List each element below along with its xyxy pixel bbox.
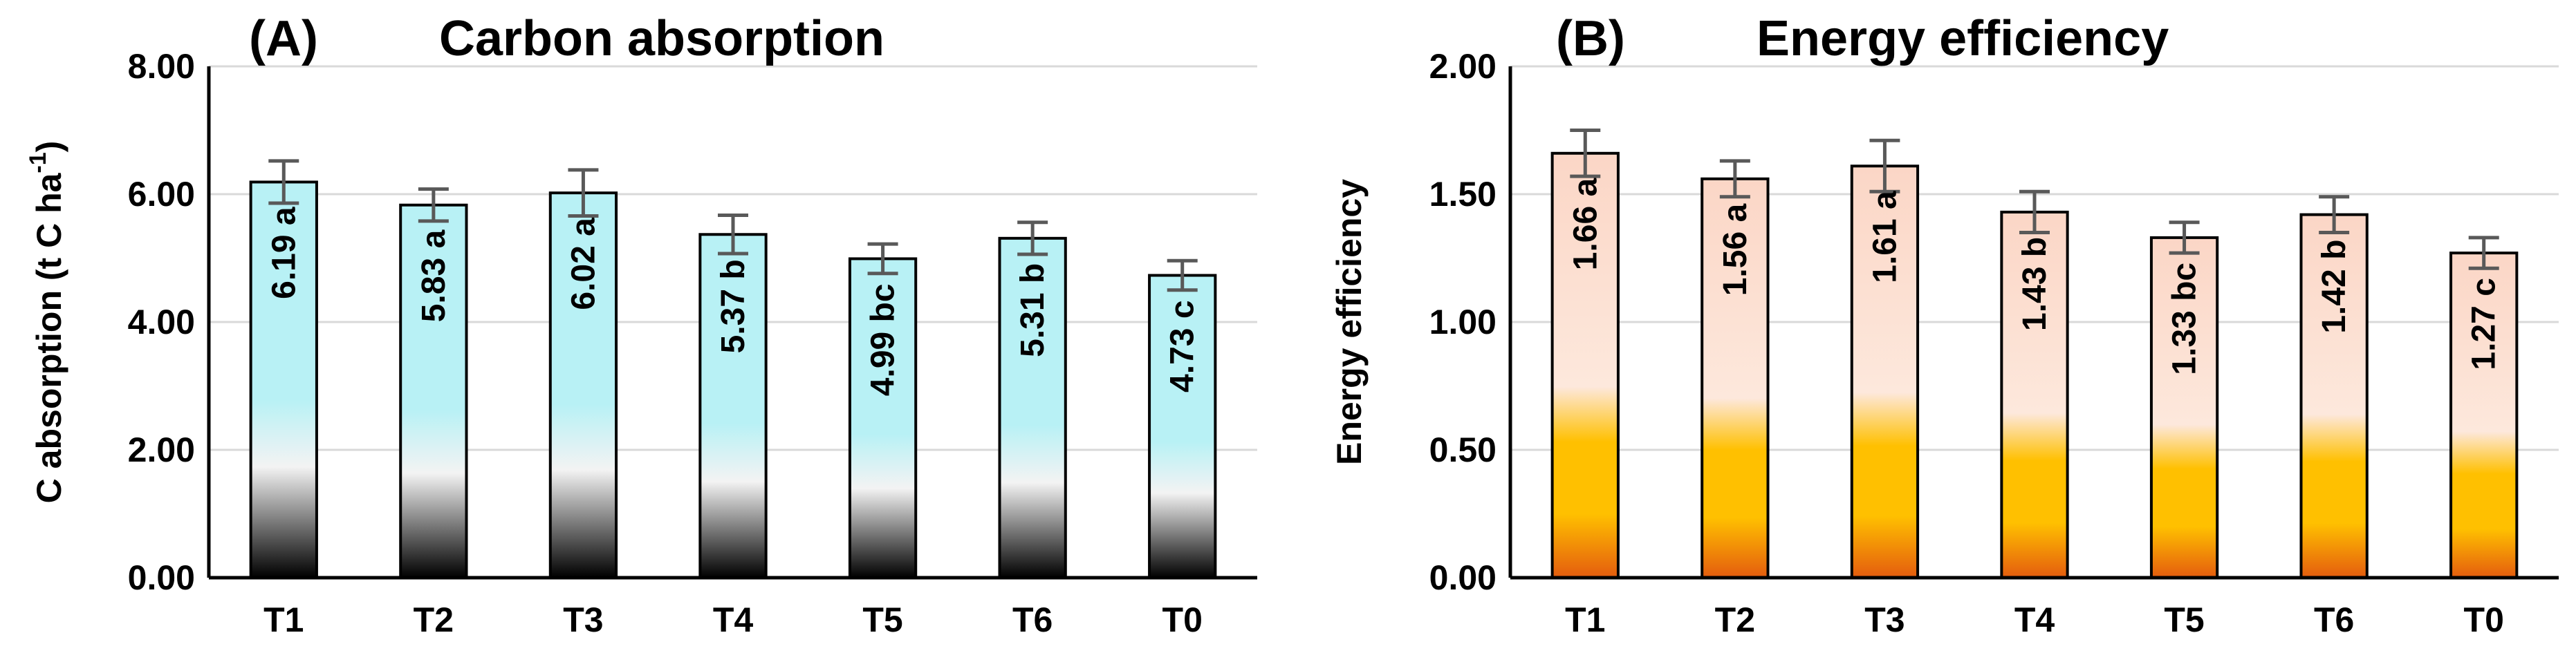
bar-labels-a: 6.19 a 5.83 a 6.02 a 5.37 b 4.99 bc 5.31 b 4.7…	[266, 207, 1201, 396]
x-tick-labels-b: T1 T2 T3 T4 T5 T6 T0	[1565, 600, 2504, 639]
x-tick-label-b-t4: T4	[2014, 600, 2055, 639]
x-tick-label-a-t3: T3	[563, 600, 603, 639]
error-bar-a-t0	[1167, 258, 1198, 292]
x-tick-label-b-t5: T5	[2164, 600, 2204, 639]
bar-label-b-t1: 1.66 a	[1567, 178, 1604, 270]
x-tick-label-b-t3: T3	[1864, 600, 1905, 639]
bar-label-b-t6: 1.42 b	[2316, 240, 2353, 334]
bar-label-a-t6: 5.31 b	[1014, 263, 1051, 357]
x-tick-labels-a: T1 T2 T3 T4 T5 T6 T0	[263, 600, 1203, 639]
chart-title-b: Energy efficiency	[1757, 11, 2169, 66]
x-tick-label-a-t5: T5	[862, 600, 902, 639]
y-tick-labels-a: 0.00 2.00 4.00 6.00 8.00	[128, 47, 195, 597]
bar-label-b-t3: 1.61 a	[1866, 191, 1903, 283]
x-tick-label-a-t2: T2	[414, 600, 454, 639]
bar-b-t5	[2149, 236, 2219, 579]
y-axis-label-b: Energy efficiency	[1330, 179, 1369, 465]
y-tick-label-b-3: 1.50	[1429, 175, 1497, 214]
y-axis-label-a: C absorption (t C ha-1)	[25, 141, 68, 504]
x-tick-label-a-t0: T0	[1162, 600, 1203, 639]
bar-label-b-t5: 1.33 bc	[2167, 263, 2203, 375]
x-tick-label-b-t0: T0	[2464, 600, 2504, 639]
bar-label-b-t4: 1.43 b	[2017, 237, 2053, 331]
error-bar-b-t0	[2468, 236, 2499, 270]
y-tick-label-a-1: 2.00	[128, 431, 195, 469]
error-bar-b-t5	[2169, 220, 2200, 255]
bar-a-t6	[998, 236, 1067, 579]
y-tick-label-a-4: 8.00	[128, 47, 195, 86]
y-tick-label-b-4: 2.00	[1429, 47, 1497, 86]
chart-title-a: Carbon absorption	[439, 11, 884, 66]
y-tick-label-b-0: 0.00	[1429, 558, 1497, 597]
x-tick-label-b-t6: T6	[2314, 600, 2354, 639]
bar-label-a-t5: 4.99 bc	[865, 283, 902, 396]
bar-b-t1	[1550, 151, 1620, 580]
error-bar-a-t1	[268, 159, 299, 205]
error-bar-b-t4	[2019, 189, 2050, 234]
bar-label-a-t3: 6.02 a	[565, 218, 602, 310]
x-tick-label-a-t4: T4	[713, 600, 754, 639]
bar-label-b-t2: 1.56 a	[1717, 203, 1754, 296]
bar-labels-b: 1.66 a 1.56 a 1.61 a 1.43 b 1.33 bc 1.42 b 1.2…	[1567, 178, 2502, 375]
error-bar-a-t3	[568, 168, 599, 218]
bar-label-b-t0: 1.27 c	[2466, 278, 2503, 370]
y-tick-label-b-2: 1.00	[1429, 303, 1497, 341]
error-bar-b-t2	[1719, 159, 1750, 199]
error-bar-b-t6	[2319, 195, 2350, 234]
error-bar-b-t3	[1869, 138, 1900, 193]
chart-panel-b: 1.66 a 1.56 a 1.61 a 1.43 b 1.33 bc 1.42 b 1.2…	[1330, 11, 2559, 639]
x-tick-label-a-t1: T1	[263, 600, 304, 639]
bars-b	[1550, 151, 2519, 580]
panel-letter-a: (A)	[249, 11, 318, 66]
y-tick-label-a-2: 4.00	[128, 303, 195, 341]
y-axis-label-a-main: C absorption (t C ha	[30, 172, 68, 503]
bar-a-t5	[848, 257, 918, 579]
error-bar-a-t5	[867, 242, 898, 276]
bar-b-t4	[2000, 210, 2069, 579]
bar-b-t0	[2449, 252, 2519, 579]
x-tick-label-b-t1: T1	[1565, 600, 1605, 639]
panel-letter-b: (B)	[1556, 11, 1625, 66]
error-bars-a	[268, 159, 1198, 292]
y-tick-label-a-3: 6.00	[128, 175, 195, 214]
error-bar-a-t6	[1017, 220, 1048, 256]
y-axis-label-a-end: )	[30, 141, 68, 153]
error-bars-b	[1570, 129, 2499, 270]
y-axis-label-a-sup: -1	[25, 152, 51, 173]
chart-panel-a: 6.19 a 5.83 a 6.02 a 5.37 b 4.99 bc 5.31 b 4.7…	[25, 11, 1257, 639]
y-tick-label-b-1: 0.50	[1429, 431, 1497, 469]
bar-label-a-t1: 6.19 a	[266, 207, 302, 299]
error-bar-a-t2	[418, 187, 449, 223]
bar-label-a-t2: 5.83 a	[416, 229, 452, 322]
error-bar-a-t4	[718, 214, 748, 256]
bar-label-a-t4: 5.37 b	[715, 259, 752, 353]
bar-label-a-t0: 4.73 c	[1165, 300, 1201, 392]
x-tick-label-b-t2: T2	[1715, 600, 1755, 639]
bar-a-t1	[249, 180, 318, 579]
bar-a-t4	[698, 233, 768, 579]
error-bar-b-t1	[1570, 129, 1601, 178]
bar-a-t0	[1148, 274, 1217, 579]
y-tick-label-a-0: 0.00	[128, 558, 195, 597]
y-tick-labels-b: 0.00 0.50 1.00 1.50 2.00	[1429, 47, 1497, 597]
x-tick-label-a-t6: T6	[1012, 600, 1053, 639]
bar-b-t2	[1701, 177, 1770, 579]
